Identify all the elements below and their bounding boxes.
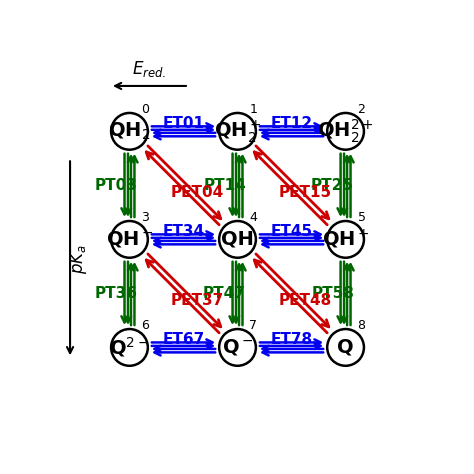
Text: ET01: ET01 (163, 116, 204, 131)
Text: ET34: ET34 (163, 224, 205, 239)
Text: 0: 0 (141, 103, 149, 116)
Text: ET78: ET78 (271, 332, 313, 347)
Circle shape (219, 329, 256, 366)
Circle shape (111, 221, 148, 258)
Text: PT14: PT14 (203, 178, 246, 193)
Text: 1: 1 (249, 103, 257, 116)
Text: ET45: ET45 (271, 224, 313, 239)
Text: 3: 3 (141, 211, 149, 224)
Text: PT58: PT58 (311, 286, 354, 301)
Text: 8: 8 (357, 319, 365, 332)
Circle shape (111, 113, 148, 150)
Text: p$K_a$: p$K_a$ (68, 244, 89, 274)
Text: ET12: ET12 (271, 116, 313, 131)
Text: QH$^+$: QH$^+$ (322, 228, 369, 251)
Text: 2: 2 (357, 103, 365, 116)
Text: PET37: PET37 (171, 293, 224, 309)
Text: PT25: PT25 (311, 178, 354, 193)
Text: Q$^-$: Q$^-$ (222, 337, 253, 357)
Text: QH$_2^+$: QH$_2^+$ (214, 118, 261, 145)
Text: ET67: ET67 (163, 332, 205, 347)
Text: QH$_2$: QH$_2$ (109, 121, 151, 142)
Text: 6: 6 (141, 319, 149, 332)
Text: QH$_2^{2+}$: QH$_2^{2+}$ (318, 118, 374, 145)
Circle shape (327, 113, 364, 150)
Text: QH: QH (221, 230, 254, 249)
Text: Q$^{2-}$: Q$^{2-}$ (109, 336, 149, 359)
Text: QH$^-$: QH$^-$ (106, 229, 154, 249)
Text: PT03: PT03 (95, 178, 138, 193)
Text: PT36: PT36 (95, 286, 138, 301)
Text: 4: 4 (249, 211, 257, 224)
Circle shape (219, 221, 256, 258)
Circle shape (111, 329, 148, 366)
Text: 7: 7 (249, 319, 257, 332)
Circle shape (327, 329, 364, 366)
Text: PET48: PET48 (279, 293, 332, 309)
Text: $E_{red.}$: $E_{red.}$ (132, 59, 166, 80)
Text: PET15: PET15 (279, 185, 332, 201)
Text: Q: Q (337, 338, 354, 357)
Text: 5: 5 (357, 211, 365, 224)
Circle shape (219, 113, 256, 150)
Circle shape (327, 221, 364, 258)
Text: PT47: PT47 (203, 286, 246, 301)
Text: PET04: PET04 (171, 185, 224, 201)
